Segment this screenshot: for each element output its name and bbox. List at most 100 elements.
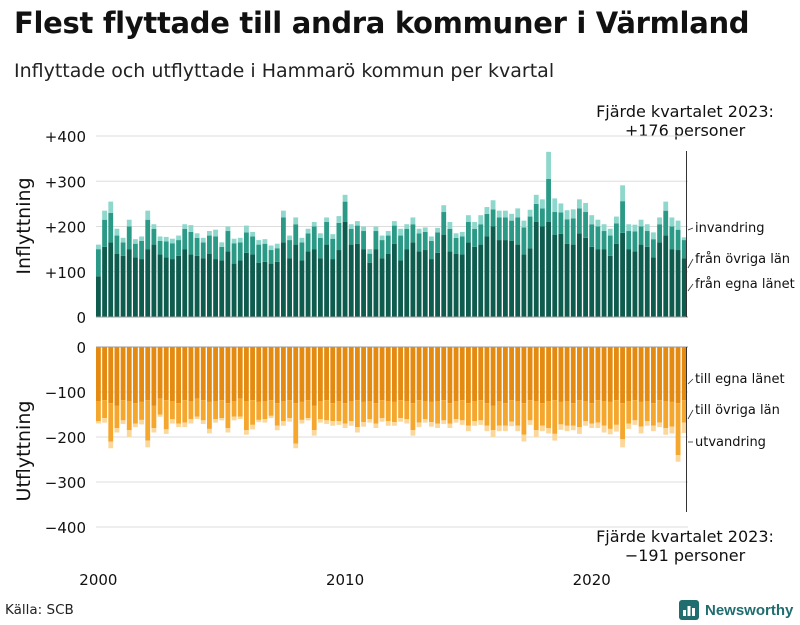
bar-in <box>355 225 360 244</box>
bar-out <box>570 347 576 404</box>
bar-out <box>262 401 268 419</box>
bar-in <box>281 217 286 243</box>
bar-in <box>410 224 416 243</box>
bar-out <box>509 400 514 422</box>
annotation-bottom-line1: Fjärde kvartalet 2023: <box>596 527 774 546</box>
bar-out <box>626 347 632 401</box>
bar-out <box>231 401 237 417</box>
bar-in <box>268 250 274 264</box>
bar-in <box>453 233 459 238</box>
bar-out <box>200 420 206 424</box>
bar-out <box>558 347 564 402</box>
bar-in <box>558 212 564 234</box>
bar-out <box>675 455 681 462</box>
bar-in <box>681 237 687 241</box>
bar-out <box>120 420 126 424</box>
bar-in <box>231 243 237 264</box>
annotation-top-line2: +176 personer <box>624 121 746 140</box>
bar-out <box>583 347 588 401</box>
bar-in <box>102 246 107 317</box>
bar-out <box>126 430 132 437</box>
bar-out <box>355 347 360 401</box>
bar-in <box>385 235 391 254</box>
bar-in <box>552 234 558 317</box>
bar-in <box>182 224 188 229</box>
bar-in <box>540 208 545 227</box>
bar-in <box>515 244 521 317</box>
bar-in <box>274 248 280 262</box>
bar-in <box>361 226 366 232</box>
bar-out <box>361 347 366 402</box>
bar-in <box>151 244 157 317</box>
bar-out <box>429 422 434 427</box>
bar-in <box>490 200 496 210</box>
bar-out <box>170 347 175 401</box>
bar-out <box>416 400 422 423</box>
bar-in <box>379 235 385 241</box>
bar-out <box>342 403 348 424</box>
bar-out <box>466 425 471 432</box>
bar-out <box>607 347 613 402</box>
bar-in <box>355 221 360 226</box>
bar-out <box>533 401 539 431</box>
bar-out <box>404 419 410 424</box>
bar-in <box>379 240 385 259</box>
bar-in <box>163 257 169 317</box>
bar-in <box>657 242 662 317</box>
bar-in <box>626 224 632 232</box>
bar-out <box>490 430 496 437</box>
bar-in <box>281 242 286 317</box>
y-tick-label-out: −200 <box>45 429 86 447</box>
bar-in <box>336 222 342 251</box>
bar-out <box>459 400 465 421</box>
bar-out <box>601 401 607 426</box>
bar-in <box>231 263 237 317</box>
bar-out <box>225 347 231 404</box>
bar-out <box>348 401 354 422</box>
bar-out <box>385 347 391 401</box>
bar-out <box>644 347 650 401</box>
bar-in <box>262 261 268 317</box>
bar-in <box>392 243 397 317</box>
bar-out <box>293 403 299 444</box>
bar-out <box>527 420 533 425</box>
bar-out <box>385 421 391 426</box>
bar-in <box>478 224 484 245</box>
bar-out <box>478 347 484 401</box>
bar-in <box>589 215 595 225</box>
bar-out <box>638 401 644 427</box>
bar-in <box>213 229 218 237</box>
bar-out <box>466 403 471 426</box>
bar-in <box>416 228 422 234</box>
bar-out <box>348 347 354 401</box>
bar-in <box>225 231 231 252</box>
bar-in <box>564 219 570 244</box>
bar-out <box>157 347 163 399</box>
bar-in <box>558 233 564 317</box>
bar-out <box>595 347 601 401</box>
bar-in <box>496 210 502 218</box>
bar-in <box>626 249 632 318</box>
bar-out <box>355 400 360 428</box>
bar-out <box>157 398 163 415</box>
bar-out <box>669 401 675 427</box>
bar-out <box>373 423 379 428</box>
bar-out <box>231 416 237 421</box>
bar-in <box>398 228 403 236</box>
bar-out <box>176 347 181 404</box>
bar-in <box>311 249 317 318</box>
bar-in <box>503 240 508 317</box>
bar-out <box>163 400 169 430</box>
bar-in <box>620 185 625 202</box>
bar-in <box>293 244 299 317</box>
bar-in <box>126 249 132 318</box>
bar-in <box>447 221 453 229</box>
annotation-top: Fjärde kvartalet 2023: +176 personer <box>574 102 796 140</box>
bar-in <box>515 217 521 245</box>
y-tick-label-out: −300 <box>45 474 86 492</box>
bar-in <box>293 217 299 225</box>
bar-in <box>145 210 151 220</box>
bar-out <box>540 347 545 404</box>
bar-in <box>237 242 243 261</box>
bar-out <box>503 347 508 404</box>
